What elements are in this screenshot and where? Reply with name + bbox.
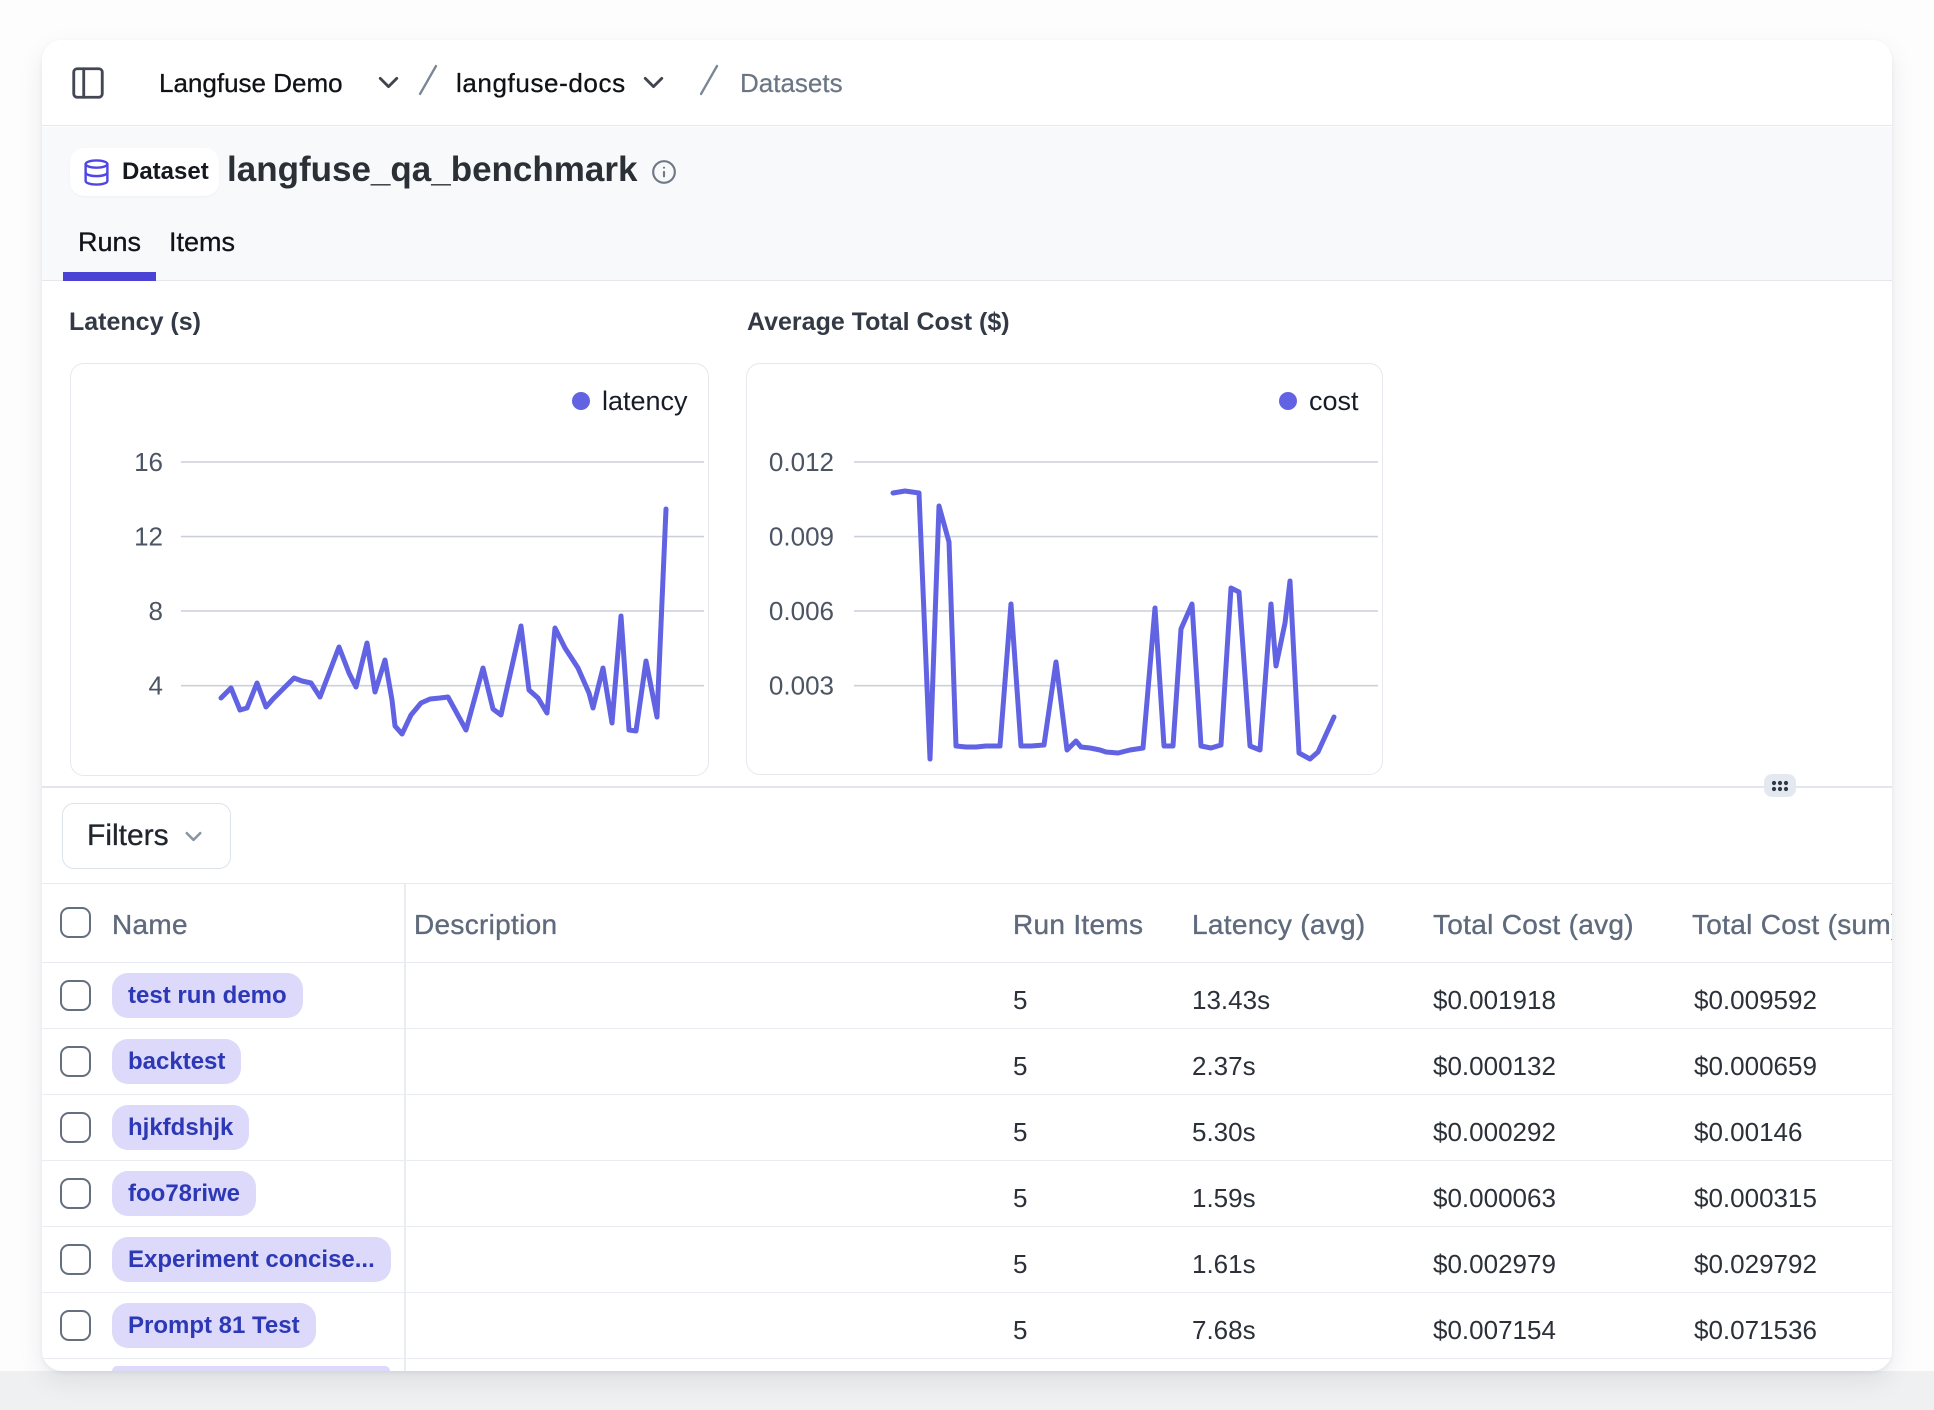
svg-text:16: 16: [134, 447, 163, 477]
svg-text:12: 12: [134, 522, 163, 552]
svg-text:0.003: 0.003: [769, 671, 834, 701]
svg-text:0.012: 0.012: [769, 447, 834, 477]
svg-text:0.009: 0.009: [769, 522, 834, 552]
svg-text:latency: latency: [602, 386, 688, 416]
svg-text:8: 8: [149, 596, 163, 626]
svg-text:4: 4: [149, 671, 163, 701]
svg-text:0.006: 0.006: [769, 596, 834, 626]
svg-text:cost: cost: [1309, 386, 1359, 416]
